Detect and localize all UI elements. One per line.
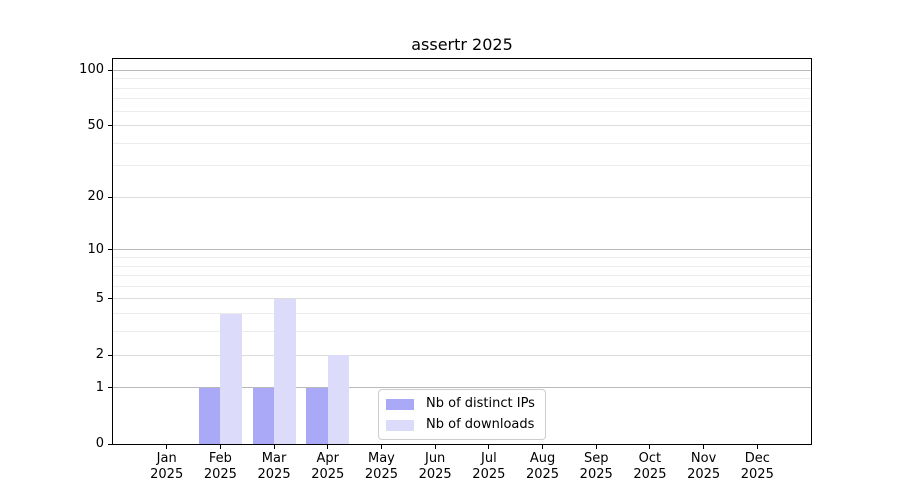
y-tick-label-0: 0 (95, 436, 104, 451)
x-tick-label-jan: Jan 2025 (150, 451, 184, 482)
x-tick-mark-jan (166, 445, 168, 449)
bar-apr-distinct-ips (306, 387, 328, 444)
gridline-30 (113, 165, 811, 167)
bar-feb-downloads (220, 313, 242, 444)
gridline-4 (113, 313, 811, 315)
y-tick-mark-20 (108, 196, 112, 198)
bar-mar-downloads (274, 298, 296, 444)
y-tick-label-100: 100 (79, 62, 104, 78)
x-tick-label-dec: Dec 2025 (740, 451, 774, 482)
chart-title: assertr 2025 (411, 35, 513, 54)
x-tick-label-sep: Sep 2025 (579, 451, 613, 482)
legend-label-downloads: Nb of downloads (426, 417, 535, 432)
gridline-10 (113, 249, 811, 251)
legend-entry-distinct-ips: Nb of distinct IPs (386, 396, 535, 412)
x-tick-label-may: May 2025 (364, 451, 398, 482)
y-tick-label-2: 2 (95, 347, 104, 363)
x-tick-label-apr: Apr 2025 (311, 451, 345, 482)
x-tick-label-jul: Jul 2025 (472, 451, 506, 482)
x-tick-mark-may (380, 445, 382, 449)
x-tick-mark-jul (488, 445, 490, 449)
bar-mar-distinct-ips (252, 387, 275, 444)
y-tick-label-20: 20 (87, 189, 104, 205)
y-tick-mark-5 (108, 298, 112, 300)
legend-entry-downloads: Nb of downloads (386, 417, 535, 433)
x-tick-label-oct: Oct 2025 (633, 451, 667, 482)
gridline-70 (113, 98, 811, 100)
x-tick-mark-feb (219, 445, 221, 449)
x-tick-mark-sep (595, 445, 597, 449)
x-tick-mark-oct (649, 445, 651, 449)
gridline-5 (113, 298, 811, 300)
y-tick-label-10: 10 (87, 241, 104, 257)
gridline-50 (113, 125, 811, 127)
x-tick-label-jun: Jun 2025 (418, 451, 452, 482)
x-tick-label-mar: Mar 2025 (257, 451, 291, 482)
y-tick-label-50: 50 (87, 117, 104, 133)
x-tick-label-feb: Feb 2025 (203, 451, 237, 482)
y-tick-mark-10 (108, 249, 112, 251)
y-tick-mark-50 (108, 125, 112, 127)
plot-area: Nb of distinct IPs Nb of downloads (112, 58, 812, 445)
gridline-2 (113, 354, 811, 356)
gridline-20 (113, 196, 811, 198)
gridline-8 (113, 265, 811, 267)
gridline-90 (113, 78, 811, 80)
y-tick-label-5: 5 (95, 290, 104, 306)
legend-label-distinct-ips: Nb of distinct IPs (426, 396, 535, 411)
x-tick-mark-nov (703, 445, 705, 449)
gridline-6 (113, 285, 811, 287)
y-tick-mark-0 (108, 443, 112, 445)
x-tick-mark-apr (327, 445, 329, 449)
legend-swatch-downloads-icon (386, 419, 414, 431)
bar-apr-downloads (327, 355, 350, 444)
gridline-60 (113, 110, 811, 112)
legend-swatch-distinct-ips-icon (386, 398, 414, 410)
x-tick-label-nov: Nov 2025 (687, 451, 721, 482)
x-tick-mark-jun (434, 445, 436, 449)
y-tick-label-1: 1 (95, 379, 104, 395)
y-tick-mark-100 (108, 69, 112, 71)
legend: Nb of distinct IPs Nb of downloads (378, 389, 546, 440)
x-tick-mark-aug (542, 445, 544, 449)
gridline-40 (113, 142, 811, 144)
gridline-80 (113, 87, 811, 89)
gridline-7 (113, 275, 811, 277)
gridline-1 (113, 387, 811, 389)
x-tick-mark-mar (273, 445, 275, 449)
gridline-100 (113, 69, 811, 71)
y-tick-mark-2 (108, 354, 112, 356)
y-tick-mark-1 (108, 387, 112, 389)
gridline-3 (113, 331, 811, 333)
x-tick-mark-dec (756, 445, 758, 449)
x-tick-label-aug: Aug 2025 (525, 451, 560, 482)
bar-feb-distinct-ips (198, 387, 221, 444)
gridline-9 (113, 257, 811, 258)
